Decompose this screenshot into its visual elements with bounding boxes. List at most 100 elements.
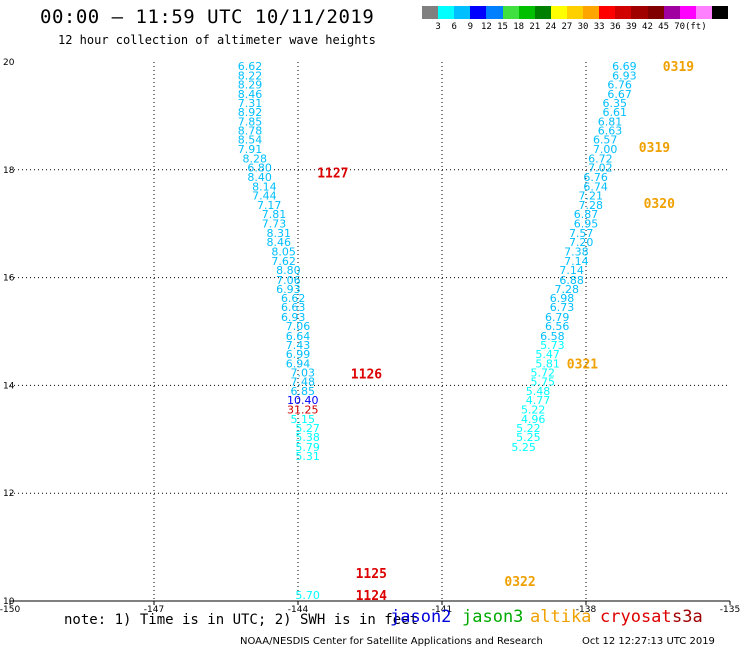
swh-value: 6.56 xyxy=(545,320,570,333)
legend-swatch xyxy=(647,6,664,19)
legend-swatch xyxy=(631,6,648,19)
swh-value: 8.29 xyxy=(238,79,263,92)
swh-value: 8.14 xyxy=(252,181,277,194)
legend-swatch xyxy=(679,6,696,19)
swh-value: 7.06 xyxy=(276,274,301,287)
swh-value: 8.46 xyxy=(267,236,292,249)
swh-value: 6.98 xyxy=(550,292,575,305)
swh-value: 7.00 xyxy=(593,143,618,156)
swh-value: 6.93 xyxy=(612,69,637,82)
legend-swatch xyxy=(663,6,680,19)
swh-value: 7.73 xyxy=(262,218,287,231)
footer-note: note: 1) Time is in UTC; 2) SWH is in fe… xyxy=(64,612,419,628)
swh-value: 5.22 xyxy=(521,404,546,417)
swh-value: 5.75 xyxy=(531,376,556,389)
color-scale-labels: 3 6 9 12 15 18 21 24 27 30 33 36 39 42 45 70 (ft) xyxy=(422,22,740,34)
swh-value: 7.43 xyxy=(286,339,311,352)
swh-value: 31.25 xyxy=(287,404,319,417)
swh-value: 6.62 xyxy=(281,292,306,305)
swh-value: 7.14 xyxy=(559,264,584,277)
time-label: 1127 xyxy=(317,166,348,181)
swh-value: 4.77 xyxy=(526,394,551,407)
swh-value: 7.28 xyxy=(579,199,604,212)
swh-value: 5.27 xyxy=(295,422,320,435)
x-tick-label: -135 xyxy=(720,605,740,615)
swh-value: 7.03 xyxy=(291,366,316,379)
swh-value: 6.63 xyxy=(281,301,306,314)
legend-swatch xyxy=(615,6,632,19)
swh-value: 5.15 xyxy=(291,413,316,426)
legend-swatch xyxy=(454,6,471,19)
swh-value: 7.14 xyxy=(564,255,589,268)
swh-value: 6.63 xyxy=(598,124,623,137)
swh-value: 7.38 xyxy=(564,246,589,259)
swh-value: 6.76 xyxy=(607,79,632,92)
swh-value: 6.81 xyxy=(598,115,623,128)
swh-value: 7.91 xyxy=(238,143,263,156)
legend-label: 33 xyxy=(593,22,605,32)
swh-value: 7.28 xyxy=(555,283,580,296)
time-label: 0319 xyxy=(639,141,670,156)
axis-ticks: -150 -147 -144 -141 -138 -135 10 12 14 16 18 20 xyxy=(0,58,740,615)
legend-label: 3 xyxy=(435,22,441,32)
y-tick-label: 12 xyxy=(3,489,14,499)
time-label: 0322 xyxy=(504,575,535,590)
swh-value: 8.31 xyxy=(267,227,292,240)
legend-label: (ft) xyxy=(684,22,707,32)
y-tick-label: 20 xyxy=(3,58,15,68)
legend-label: 27 xyxy=(561,22,573,32)
legend-swatch xyxy=(438,6,455,19)
swh-value: 6.73 xyxy=(550,301,575,314)
grid-lines xyxy=(10,62,730,601)
swh-value: 6.62 xyxy=(238,60,263,73)
swh-value: 6.69 xyxy=(612,60,637,73)
swh-value: 6.35 xyxy=(603,97,628,110)
legend-label: 9 xyxy=(467,22,474,32)
swh-value: 5.25 xyxy=(511,441,536,454)
swh-value: 6.74 xyxy=(583,181,608,194)
legend-swatch xyxy=(711,6,729,19)
legend-swatch xyxy=(566,6,584,19)
swh-value: 8.40 xyxy=(247,171,272,184)
chart-title: 00:00 – 11:59 UTC 10/11/2019 xyxy=(40,6,375,28)
color-scale-legend xyxy=(422,6,729,19)
y-tick-label: 10 xyxy=(3,597,15,607)
x-tick-label: -150 xyxy=(0,605,20,615)
swh-value: 7.62 xyxy=(271,255,296,268)
legend-swatch xyxy=(502,6,519,19)
swh-value: 8.80 xyxy=(276,264,301,277)
satellite-jason2: jason2 xyxy=(390,607,452,627)
time-label: 0319 xyxy=(663,60,694,75)
swh-value: 5.48 xyxy=(526,385,551,398)
swh-value: 5.22 xyxy=(516,422,541,435)
credit-line: NOAA/NESDIS Center for Satellite Applica… xyxy=(240,636,543,647)
time-label: 1124 xyxy=(356,589,387,604)
swh-value: 6.93 xyxy=(281,311,306,324)
y-tick-label: 14 xyxy=(3,381,15,391)
satellite-jason3: jason3 xyxy=(462,607,524,627)
swh-value: 6.79 xyxy=(545,311,570,324)
swh-value: 7.17 xyxy=(257,199,282,212)
swh-value: 6.76 xyxy=(583,171,608,184)
swh-value: 8.54 xyxy=(238,134,263,147)
legend-label: 21 xyxy=(529,22,541,32)
swh-value: 6.85 xyxy=(291,385,316,398)
swh-value: 6.80 xyxy=(247,162,272,175)
legend-label: 6 xyxy=(451,22,457,32)
swh-value: 6.67 xyxy=(607,88,632,101)
legend-label: 36 xyxy=(609,22,621,32)
legend-swatch xyxy=(534,6,551,19)
swh-value: 5.31 xyxy=(295,450,320,463)
swh-value: 7.81 xyxy=(262,208,287,221)
swh-value: 8.46 xyxy=(238,88,263,101)
x-tick-label: -138 xyxy=(576,605,597,615)
chart-subtitle: 12 hour collection of altimeter wave hei… xyxy=(58,33,376,47)
swh-value: 7.48 xyxy=(291,376,316,389)
legend-label: 45 xyxy=(658,22,669,32)
y-tick-label: 18 xyxy=(3,166,15,176)
swh-value: 5.70 xyxy=(295,589,320,602)
time-label: 1125 xyxy=(356,567,387,582)
swh-value: 7.20 xyxy=(569,236,594,249)
swh-value: 5.81 xyxy=(535,357,560,370)
swh-value: 6.58 xyxy=(540,330,565,343)
